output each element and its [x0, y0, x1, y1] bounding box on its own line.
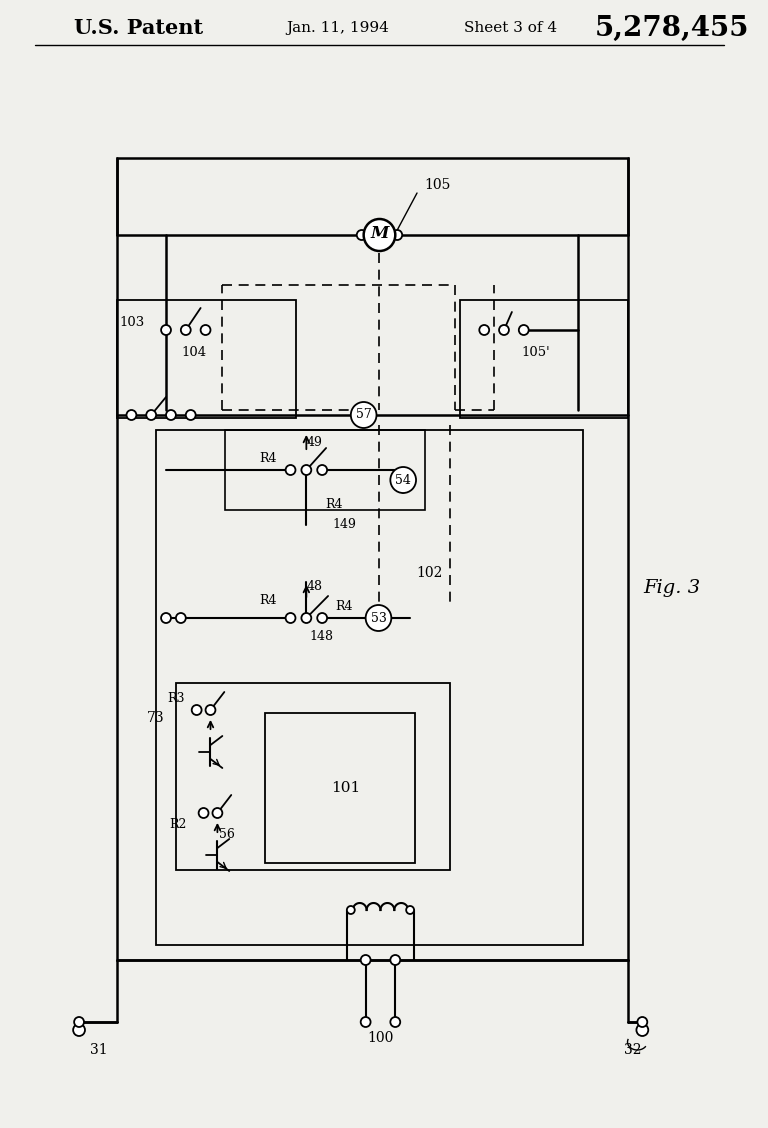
Circle shape — [347, 906, 355, 914]
Circle shape — [301, 613, 311, 623]
Text: R4: R4 — [326, 499, 343, 511]
Text: 5,278,455: 5,278,455 — [594, 15, 750, 42]
Circle shape — [200, 325, 210, 335]
Text: 32: 32 — [624, 1043, 641, 1057]
Bar — [265, 713, 415, 863]
Bar — [156, 430, 583, 945]
Circle shape — [192, 705, 201, 715]
Text: R4: R4 — [259, 451, 276, 465]
Text: R2: R2 — [169, 819, 187, 831]
Bar — [176, 682, 449, 870]
Circle shape — [286, 613, 296, 623]
Text: 53: 53 — [370, 611, 386, 625]
Circle shape — [146, 409, 156, 420]
Circle shape — [301, 465, 311, 475]
Circle shape — [519, 325, 528, 335]
Text: 49: 49 — [306, 435, 323, 449]
Text: R4: R4 — [335, 599, 353, 613]
Circle shape — [361, 1017, 371, 1026]
Circle shape — [161, 325, 171, 335]
Circle shape — [286, 465, 296, 475]
Bar — [225, 430, 425, 510]
Text: 105: 105 — [424, 178, 450, 192]
Circle shape — [199, 808, 209, 818]
Text: 54: 54 — [396, 474, 411, 486]
Circle shape — [180, 325, 190, 335]
Text: 149: 149 — [332, 519, 356, 531]
Bar — [459, 300, 627, 418]
Circle shape — [390, 467, 416, 493]
Circle shape — [637, 1024, 648, 1036]
Circle shape — [406, 906, 414, 914]
Text: 48: 48 — [306, 580, 323, 592]
Text: Jan. 11, 1994: Jan. 11, 1994 — [286, 21, 389, 35]
Text: Fig. 3: Fig. 3 — [644, 579, 700, 597]
Circle shape — [361, 955, 371, 964]
Text: 73: 73 — [147, 711, 165, 725]
Text: 102: 102 — [417, 566, 443, 580]
Text: 105': 105' — [521, 345, 550, 359]
Circle shape — [479, 325, 489, 335]
Circle shape — [127, 409, 137, 420]
Circle shape — [366, 605, 392, 631]
Text: 57: 57 — [356, 408, 372, 422]
Text: 100: 100 — [367, 1031, 394, 1045]
Text: U.S. Patent: U.S. Patent — [74, 18, 204, 38]
Circle shape — [390, 955, 400, 964]
Text: 103: 103 — [119, 316, 144, 328]
Text: M: M — [370, 226, 389, 243]
Circle shape — [390, 1017, 400, 1026]
Circle shape — [364, 219, 396, 252]
Circle shape — [186, 409, 196, 420]
Circle shape — [317, 465, 327, 475]
Circle shape — [357, 230, 366, 240]
Circle shape — [637, 1017, 647, 1026]
Circle shape — [351, 402, 376, 428]
Bar — [117, 300, 296, 418]
Circle shape — [176, 613, 186, 623]
Text: 56: 56 — [220, 828, 235, 841]
Circle shape — [206, 705, 216, 715]
Bar — [117, 158, 627, 960]
Circle shape — [317, 613, 327, 623]
Circle shape — [166, 409, 176, 420]
Circle shape — [161, 613, 171, 623]
Text: 101: 101 — [331, 781, 360, 795]
Text: 31: 31 — [90, 1043, 108, 1057]
Text: 148: 148 — [310, 629, 333, 643]
Text: 104: 104 — [181, 345, 207, 359]
Circle shape — [213, 808, 223, 818]
Circle shape — [73, 1024, 85, 1036]
Text: R3: R3 — [167, 691, 184, 705]
Circle shape — [74, 1017, 84, 1026]
Text: R4: R4 — [259, 593, 276, 607]
Text: Sheet 3 of 4: Sheet 3 of 4 — [465, 21, 558, 35]
Circle shape — [499, 325, 509, 335]
Circle shape — [392, 230, 402, 240]
